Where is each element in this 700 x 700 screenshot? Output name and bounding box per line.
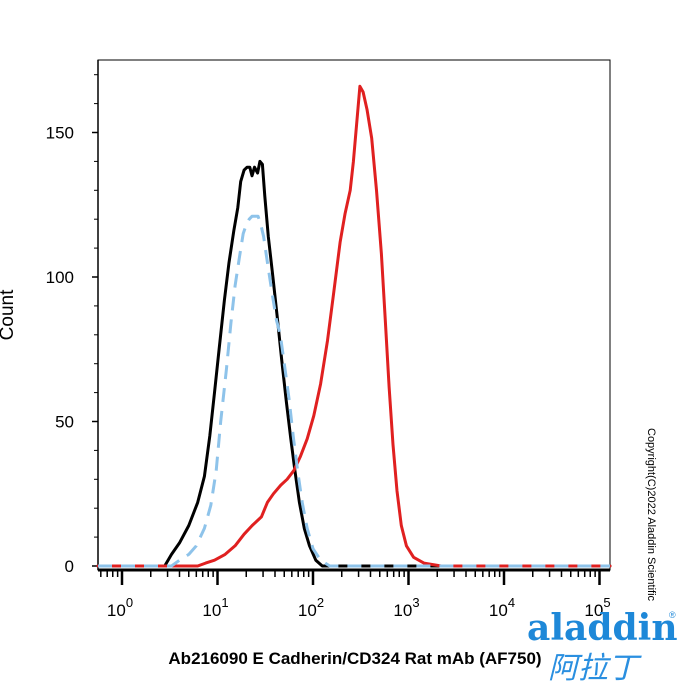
x-axis-title: Ab216090 E Cadherin/CD324 Rat mAb (AF750… (168, 649, 541, 668)
logo-chinese-text: 阿拉丁 (548, 651, 642, 686)
y-tick-label: 50 (55, 413, 74, 432)
isotype-control-curve (96, 159, 612, 568)
y-axis-ticks: 0 50 100 150 (46, 74, 98, 576)
x-tick-label: 103 (393, 595, 419, 620)
y-tick-label: 150 (46, 124, 74, 143)
y-axis-title: Count (0, 289, 18, 340)
y-tick-label: 100 (46, 268, 74, 287)
histogram-curves (96, 84, 612, 568)
x-tick-label: 101 (202, 595, 228, 620)
logo-registered-mark: ® (669, 610, 676, 620)
plot-frame (97, 59, 611, 571)
x-tick-label: 100 (107, 595, 133, 620)
logo-brand-text: aladdin (527, 607, 678, 649)
x-tick-label: 104 (489, 595, 515, 620)
aladdin-logo: aladdin ® 阿拉丁 (527, 607, 678, 686)
x-axis-ticks: 100 101 102 103 104 105 (100, 570, 611, 620)
x-tick-label: 105 (584, 595, 610, 620)
e-cadherin-positive-curve (96, 84, 612, 568)
copyright-text: Copyright(C)2022 Aladdin Scientific (645, 428, 657, 602)
y-tick-label: 0 (65, 557, 74, 576)
unstained-control-curve (98, 214, 610, 568)
x-tick-label: 102 (298, 595, 324, 620)
